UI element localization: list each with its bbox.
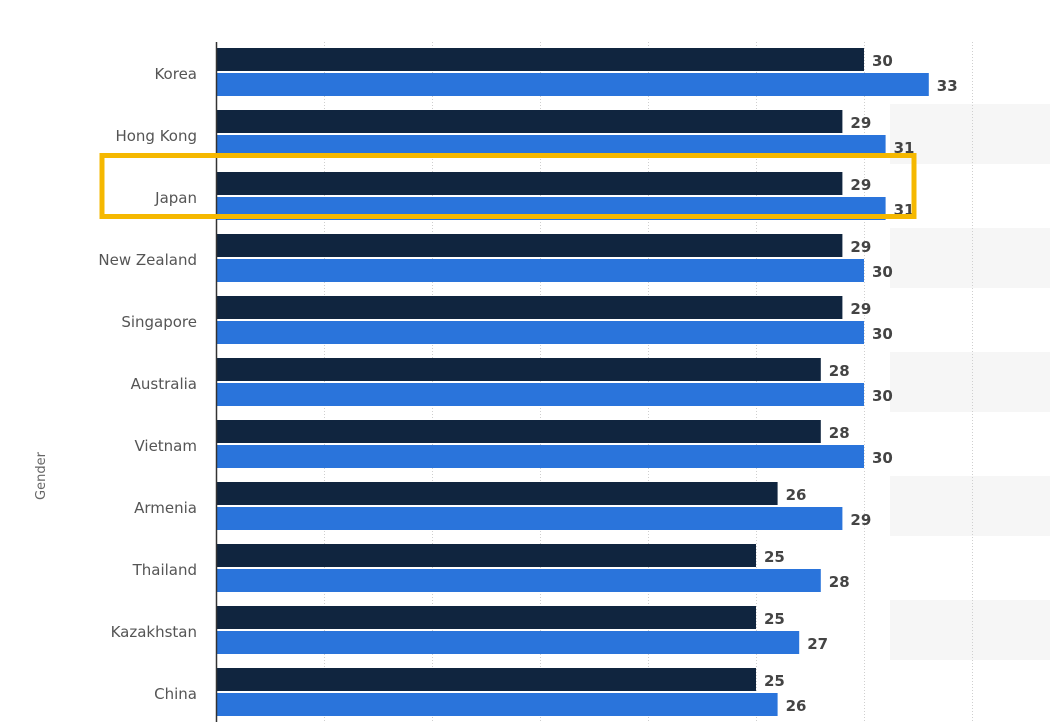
value-label-korea-series-2: 33 xyxy=(937,77,958,95)
category-label-thailand: Thailand xyxy=(132,561,197,579)
bar-korea-series-1 xyxy=(216,48,864,71)
value-label-australia-series-1: 28 xyxy=(829,362,850,380)
bar-china-series-2 xyxy=(216,693,778,716)
bar-japan-series-1 xyxy=(216,172,843,195)
value-label-australia-series-2: 30 xyxy=(872,387,893,405)
value-label-thailand-series-1: 25 xyxy=(764,548,785,566)
value-label-armenia-series-1: 26 xyxy=(786,486,807,504)
value-label-singapore-series-1: 29 xyxy=(850,300,871,318)
band-kazakhstan xyxy=(890,600,1050,660)
bar-korea-series-2 xyxy=(216,73,929,96)
category-label-armenia: Armenia xyxy=(134,499,197,517)
value-label-thailand-series-2: 28 xyxy=(829,573,850,591)
bar-new-zealand-series-1 xyxy=(216,234,843,257)
band-new-zealand xyxy=(890,228,1050,288)
category-label-australia: Australia xyxy=(131,375,197,393)
bar-thailand-series-2 xyxy=(216,569,821,592)
bar-china-series-1 xyxy=(216,668,756,691)
bar-armenia-series-1 xyxy=(216,482,778,505)
value-label-hong-kong-series-2: 31 xyxy=(894,139,915,157)
category-label-korea: Korea xyxy=(154,65,197,83)
bar-kazakhstan-series-2 xyxy=(216,631,800,654)
band-hong-kong xyxy=(890,104,1050,164)
value-label-vietnam-series-2: 30 xyxy=(872,449,893,467)
bar-singapore-series-2 xyxy=(216,321,864,344)
value-label-china-series-2: 26 xyxy=(786,697,807,715)
bar-hong-kong-series-1 xyxy=(216,110,843,133)
y-axis-title: Gender xyxy=(34,451,49,500)
category-label-hong-kong: Hong Kong xyxy=(115,127,197,145)
bar-vietnam-series-1 xyxy=(216,420,821,443)
bar-singapore-series-1 xyxy=(216,296,843,319)
bar-thailand-series-1 xyxy=(216,544,756,567)
bar-australia-series-2 xyxy=(216,383,864,406)
value-label-armenia-series-2: 29 xyxy=(850,511,871,529)
bar-australia-series-1 xyxy=(216,358,821,381)
value-label-vietnam-series-1: 28 xyxy=(829,424,850,442)
band-armenia xyxy=(890,476,1050,536)
value-label-hong-kong-series-1: 29 xyxy=(850,114,871,132)
value-label-new-zealand-series-1: 29 xyxy=(850,238,871,256)
category-label-singapore: Singapore xyxy=(121,313,197,331)
category-label-new-zealand: New Zealand xyxy=(98,251,197,269)
category-label-kazakhstan: Kazakhstan xyxy=(111,623,197,641)
value-label-singapore-series-2: 30 xyxy=(872,325,893,343)
bars xyxy=(216,48,929,716)
band-australia xyxy=(890,352,1050,412)
value-label-japan-series-1: 29 xyxy=(850,176,871,194)
bar-vietnam-series-2 xyxy=(216,445,864,468)
gridlines xyxy=(324,42,973,722)
value-label-kazakhstan-series-2: 27 xyxy=(807,635,828,653)
value-label-new-zealand-series-2: 30 xyxy=(872,263,893,281)
value-label-china-series-1: 25 xyxy=(764,672,785,690)
bar-kazakhstan-series-1 xyxy=(216,606,756,629)
category-label-japan: Japan xyxy=(154,189,197,207)
category-label-vietnam: Vietnam xyxy=(134,437,197,455)
value-label-kazakhstan-series-1: 25 xyxy=(764,610,785,628)
value-label-korea-series-1: 30 xyxy=(872,52,893,70)
highlight-box-japan xyxy=(99,153,917,219)
bar-hong-kong-series-2 xyxy=(216,135,886,158)
category-label-china: China xyxy=(154,685,197,703)
bar-armenia-series-2 xyxy=(216,507,843,530)
bar-new-zealand-series-2 xyxy=(216,259,864,282)
